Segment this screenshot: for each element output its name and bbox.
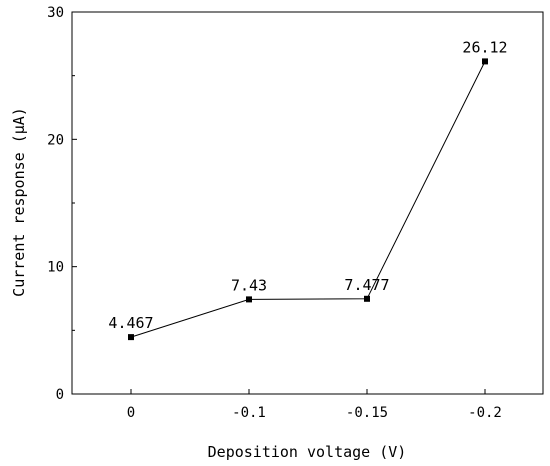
x-tick-label: -0.1 — [232, 405, 266, 421]
plot-frame — [71, 11, 544, 395]
data-label: 7.43 — [231, 276, 267, 294]
series-line — [130, 61, 486, 338]
plot-area-border — [71, 11, 544, 395]
y-tick-label: 20 — [47, 132, 64, 148]
data-label: 4.467 — [108, 314, 153, 332]
y-axis-ticks: 0 10 20 30 — [47, 5, 77, 403]
data-label: 7.477 — [344, 276, 389, 294]
data-point-marker — [482, 58, 488, 65]
y-tick-label: 10 — [47, 260, 64, 276]
data-point-marker — [364, 295, 370, 302]
x-axis-label: Deposition voltage (V) — [208, 443, 407, 461]
x-tick-label: -0.15 — [346, 405, 388, 421]
y-axis-label: Current response (μA) — [10, 107, 28, 297]
y-tick-label: 0 — [56, 387, 64, 403]
x-tick-label: 0 — [127, 405, 135, 421]
series-group: 4.467 7.43 7.477 26.12 — [108, 38, 508, 341]
data-point-marker — [128, 334, 134, 341]
x-axis-ticks: 0 -0.1 -0.15 -0.2 — [127, 389, 502, 421]
data-point-marker — [246, 296, 252, 303]
x-tick-label: -0.2 — [468, 405, 502, 421]
data-label: 26.12 — [462, 38, 507, 56]
y-tick-label: 30 — [47, 5, 64, 21]
